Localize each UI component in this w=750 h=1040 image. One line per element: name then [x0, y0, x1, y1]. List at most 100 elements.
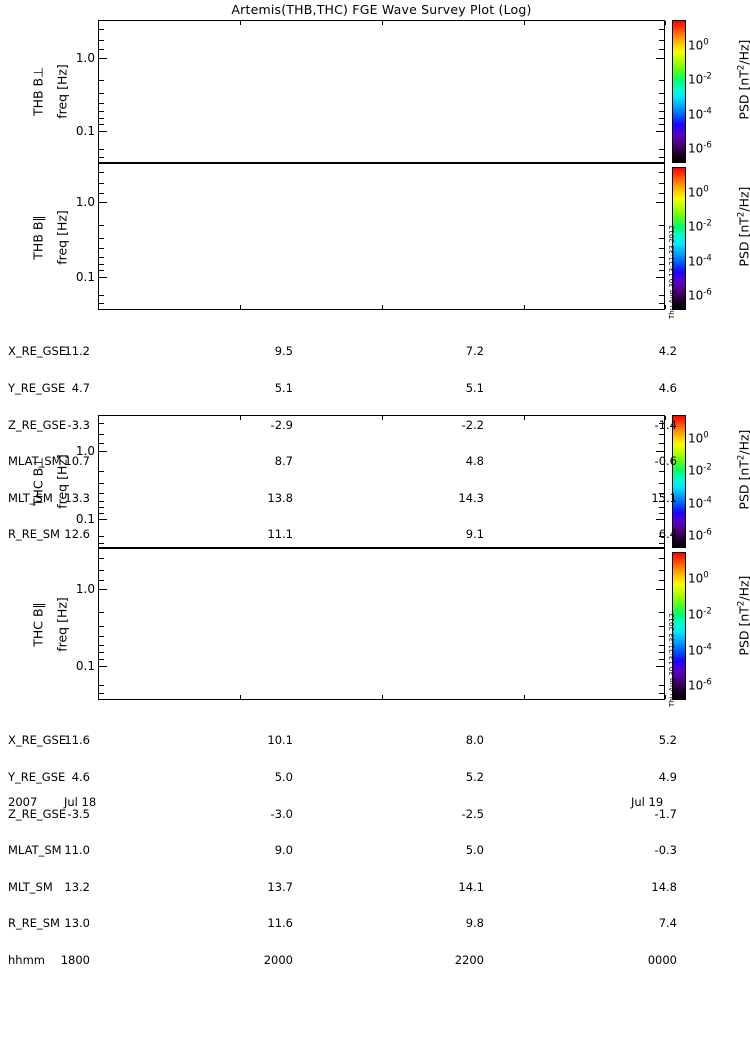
cell-value: 8.7	[274, 454, 293, 469]
y-minor-tick	[99, 225, 104, 226]
y-minor-tick	[659, 80, 664, 81]
colorbar-tick-label: 10-6	[688, 287, 712, 303]
time-label: 0000	[647, 952, 677, 967]
cell-value: 4.6	[71, 770, 90, 784]
cell-value: -0.6	[654, 454, 677, 469]
y-major-tick	[99, 58, 107, 59]
y-major-tick	[99, 451, 107, 452]
y-major-tick	[656, 519, 664, 520]
y-minor-tick	[99, 685, 104, 686]
colorbar-title-thb-par: PSD [nT2/Hz]	[736, 186, 750, 267]
y-minor-tick	[659, 157, 664, 158]
y-minor-tick	[99, 693, 104, 694]
plot-page: Artemis(THB,THC) FGE Wave Survey Plot (L…	[0, 2, 750, 966]
y-major-tick	[656, 589, 664, 590]
cell-value: -1.4	[654, 417, 677, 432]
y-minor-tick	[99, 612, 104, 613]
cell-value: 5.2	[658, 733, 677, 748]
colorbar-tick-label: 10-4	[688, 106, 712, 122]
y-minor-tick	[99, 118, 104, 119]
colorbar-tick-label: 10-2	[688, 218, 712, 234]
row-label: Z_RE_GSE	[8, 417, 67, 432]
x-minor-tick	[240, 695, 241, 699]
cell-value: -2.9	[270, 417, 293, 432]
table-row: MLAT_SM 11.0 9.0 5.0 -0.3	[0, 844, 677, 856]
ephemeris-table-bottom: X_RE_GSE 11.6 10.1 8.0 5.2 Y_RE_GSE 4.6 …	[0, 710, 677, 991]
ephemeris-table-top: X_RE_GSE 11.2 9.5 7.2 4.2 Y_RE_GSE 4.7 5…	[0, 321, 677, 565]
cell-value: 13.7	[267, 879, 293, 894]
y-major-tick	[99, 666, 107, 667]
cell-value: 10.7	[64, 454, 90, 469]
cell-value: 11.6	[267, 916, 293, 931]
table-row: X_RE_GSE 11.6 10.1 8.0 5.2	[0, 734, 677, 746]
cell-value: 4.7	[71, 381, 90, 395]
y-minor-tick	[99, 80, 104, 81]
y-major-tick	[99, 131, 107, 132]
cell-value: 13.3	[64, 490, 90, 505]
row-label: Y_RE_GSE	[8, 381, 66, 395]
y-minor-tick	[659, 423, 664, 424]
ytick-label: 1.0	[75, 51, 95, 65]
colorbar-thc-par: 100 10-2 10-4 10-6	[672, 552, 712, 700]
y-major-tick	[99, 589, 107, 590]
cell-value: 13.8	[267, 490, 293, 505]
cell-value: 6.4	[658, 527, 677, 542]
cell-value: 5.1	[274, 381, 293, 395]
y-minor-tick	[659, 93, 664, 94]
panel-ylabel-thc-par: freq [Hz]	[54, 597, 70, 652]
y-minor-tick	[99, 493, 104, 494]
panel-thb-par: 1.0 0.1	[76, 163, 666, 310]
cell-value: 12.6	[64, 527, 90, 542]
y-minor-tick	[99, 29, 104, 30]
y-minor-tick	[659, 238, 664, 239]
cell-value: 9.0	[274, 843, 293, 858]
y-minor-tick	[99, 536, 104, 537]
cell-value: 5.0	[465, 843, 484, 858]
cell-value: 9.5	[274, 344, 293, 359]
y-major-tick	[656, 451, 664, 452]
y-minor-tick	[659, 248, 664, 249]
colorbar-tick-label: 10-4	[688, 495, 712, 511]
x-minor-tick	[665, 305, 666, 309]
row-label: Y_RE_GSE	[8, 770, 66, 784]
cell-value: 11.6	[64, 733, 90, 748]
table-row: Z_RE_GSE -3.3 -2.9 -2.2 -1.4	[0, 418, 677, 430]
y-minor-tick	[99, 238, 104, 239]
y-minor-tick	[659, 270, 664, 271]
panel-thb-perp: 1.0 0.1	[76, 20, 666, 163]
y-minor-tick	[99, 570, 104, 571]
y-minor-tick	[659, 264, 664, 265]
ytick-label: 0.1	[75, 124, 95, 138]
x-minor-tick	[382, 21, 383, 25]
y-minor-tick	[659, 118, 664, 119]
y-minor-tick	[659, 183, 664, 184]
colorbar-thb-par: 100 10-2 10-4 10-6	[672, 167, 712, 310]
cell-value: 14.1	[458, 879, 484, 894]
y-minor-tick	[659, 507, 664, 508]
cell-value: 14.3	[458, 490, 484, 505]
cell-value: 11.2	[64, 344, 90, 359]
y-minor-tick	[99, 580, 104, 581]
x-minor-tick	[240, 305, 241, 309]
time-label: 2200	[454, 952, 484, 967]
table-row: MLAT_SM 10.7 8.7 4.8 -0.6	[0, 455, 677, 467]
panel-label-thb-perp: THB B⊥	[30, 66, 46, 117]
y-minor-tick	[99, 434, 104, 435]
y-minor-tick	[99, 543, 104, 544]
y-minor-tick	[99, 295, 104, 296]
cell-value: -1.7	[654, 806, 677, 821]
x-minor-tick	[382, 695, 383, 699]
start-date-label: Jul 18	[64, 795, 97, 809]
y-minor-tick	[659, 612, 664, 613]
y-minor-tick	[659, 111, 664, 112]
ytick-label: 0.1	[75, 270, 95, 284]
y-minor-tick	[659, 645, 664, 646]
y-minor-tick	[99, 49, 104, 50]
y-major-tick	[656, 277, 664, 278]
colorbar-tick-label: 10-2	[688, 606, 712, 622]
table-row: R_RE_SM 13.0 11.6 9.8 7.4	[0, 917, 677, 929]
y-minor-tick	[99, 659, 104, 660]
colorbar-thb-perp: 100 10-2 10-4 10-6	[672, 20, 712, 163]
y-minor-tick	[99, 149, 104, 150]
y-minor-tick	[659, 626, 664, 627]
